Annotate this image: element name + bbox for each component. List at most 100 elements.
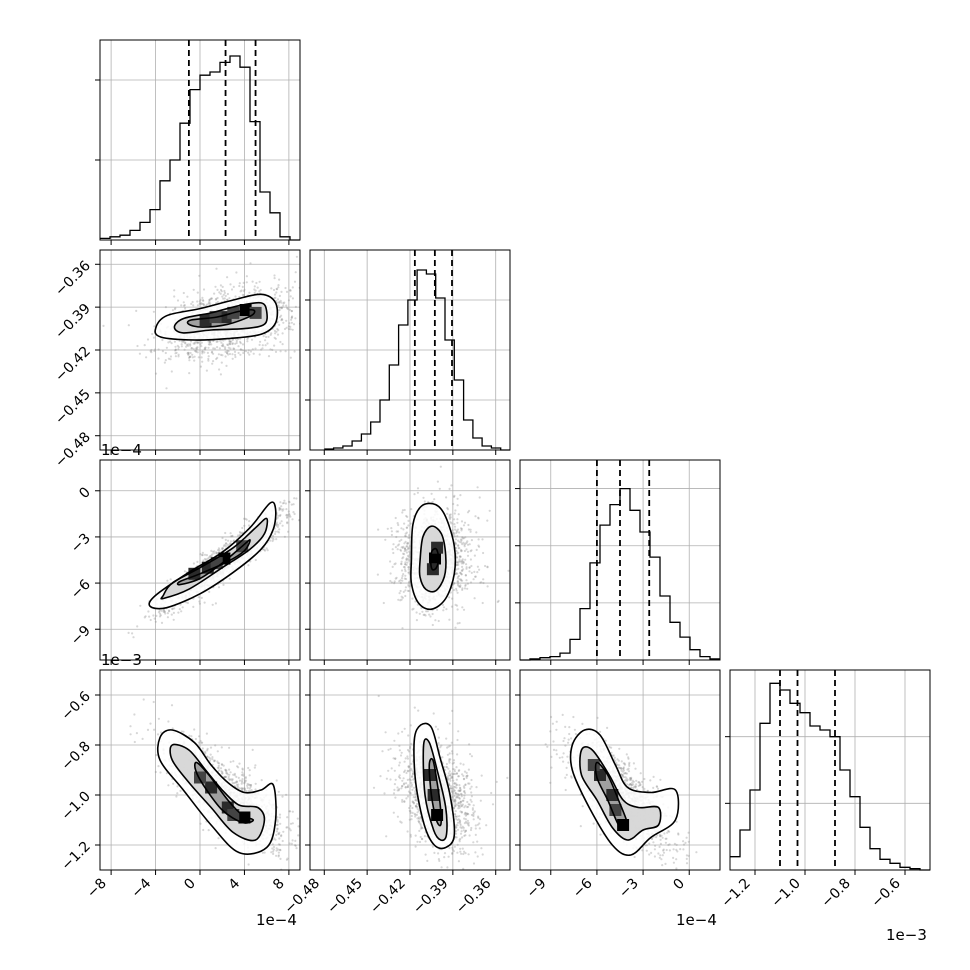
sample-point <box>277 843 280 846</box>
sample-point <box>225 364 228 367</box>
sample-point <box>246 338 249 341</box>
sample-point <box>476 571 479 574</box>
sample-point <box>239 340 242 343</box>
sample-point <box>247 766 250 770</box>
sample-point <box>425 610 428 613</box>
sample-point <box>291 839 294 842</box>
sample-point <box>271 534 275 538</box>
sample-point <box>466 540 469 543</box>
sample-point <box>442 609 445 612</box>
sample-point <box>218 291 221 294</box>
sample-point <box>426 610 429 613</box>
sample-point <box>401 579 404 582</box>
sample-point <box>207 355 210 358</box>
sample-point <box>399 599 402 602</box>
sample-point <box>496 600 499 604</box>
sample-point <box>460 539 463 542</box>
sample-point <box>304 275 306 277</box>
pair-2-0-ytick-label: −9 <box>68 623 94 649</box>
sample-point <box>201 350 204 353</box>
sample-point <box>226 349 229 353</box>
sample-point <box>184 307 187 310</box>
sample-point <box>219 373 222 376</box>
sample-point <box>294 271 297 274</box>
sample-point <box>431 500 434 504</box>
sample-point <box>232 347 235 350</box>
sample-point <box>247 349 250 352</box>
sample-point <box>457 567 460 570</box>
sample-point <box>458 547 461 550</box>
sample-point <box>232 540 235 543</box>
sample-point <box>287 500 291 503</box>
sample-point <box>267 335 270 338</box>
sample-point <box>211 553 214 556</box>
sample-point <box>459 578 462 581</box>
sample-point <box>291 286 294 289</box>
sample-point <box>406 548 409 551</box>
sample-point <box>144 615 147 618</box>
sample-point <box>294 317 297 320</box>
sample-point <box>389 572 392 575</box>
sample-point <box>231 357 234 360</box>
sample-point <box>206 351 209 354</box>
sample-point <box>239 348 242 351</box>
sample-point <box>271 847 274 850</box>
sample-point <box>164 612 167 615</box>
sample-point <box>456 552 459 555</box>
sample-point <box>189 343 192 346</box>
sample-point <box>408 571 411 574</box>
sample-point <box>457 575 460 578</box>
sample-point <box>215 551 218 554</box>
sample-point <box>465 541 468 544</box>
sample-point <box>152 336 156 339</box>
sample-point <box>409 585 412 588</box>
sample-point <box>460 550 463 553</box>
sample-point <box>279 340 282 344</box>
sample-point <box>469 581 473 584</box>
sample-point <box>248 520 251 523</box>
contour-line-3 <box>148 501 277 610</box>
sample-point <box>188 359 191 362</box>
sample-point <box>229 535 232 538</box>
sample-point <box>201 350 204 353</box>
sample-point <box>147 610 150 613</box>
sample-point <box>377 528 380 531</box>
sample-point <box>294 305 297 308</box>
sample-point <box>175 351 178 354</box>
sample-point <box>192 347 195 350</box>
sample-point <box>453 582 456 585</box>
sample-point <box>458 578 461 581</box>
sample-point <box>226 276 229 279</box>
sample-point <box>289 829 292 832</box>
sample-point <box>258 290 261 293</box>
sample-point <box>219 284 222 287</box>
sample-point <box>278 278 281 281</box>
sample-point <box>477 516 480 519</box>
sample-point <box>180 730 183 733</box>
sample-point <box>463 543 466 546</box>
sample-point <box>228 577 231 580</box>
sample-point <box>217 547 220 550</box>
sample-point <box>191 353 194 356</box>
sample-point <box>254 788 257 791</box>
sample-point <box>460 520 464 523</box>
sample-point <box>393 580 396 583</box>
sample-point <box>129 725 132 728</box>
sample-point <box>400 577 404 580</box>
sample-point <box>214 602 217 605</box>
sample-point <box>289 295 292 298</box>
sample-point <box>400 569 404 572</box>
sample-point <box>207 302 210 305</box>
sample-point <box>411 608 414 611</box>
sample-point <box>224 346 227 349</box>
sample-point <box>251 280 254 283</box>
sample-point <box>396 544 399 547</box>
sample-point <box>295 870 297 872</box>
pair-content <box>127 497 300 639</box>
sample-point <box>161 338 164 342</box>
sample-point <box>456 534 459 538</box>
sample-point <box>280 505 283 508</box>
sample-point <box>405 549 408 552</box>
sample-point <box>129 733 132 736</box>
sample-point <box>456 556 459 559</box>
